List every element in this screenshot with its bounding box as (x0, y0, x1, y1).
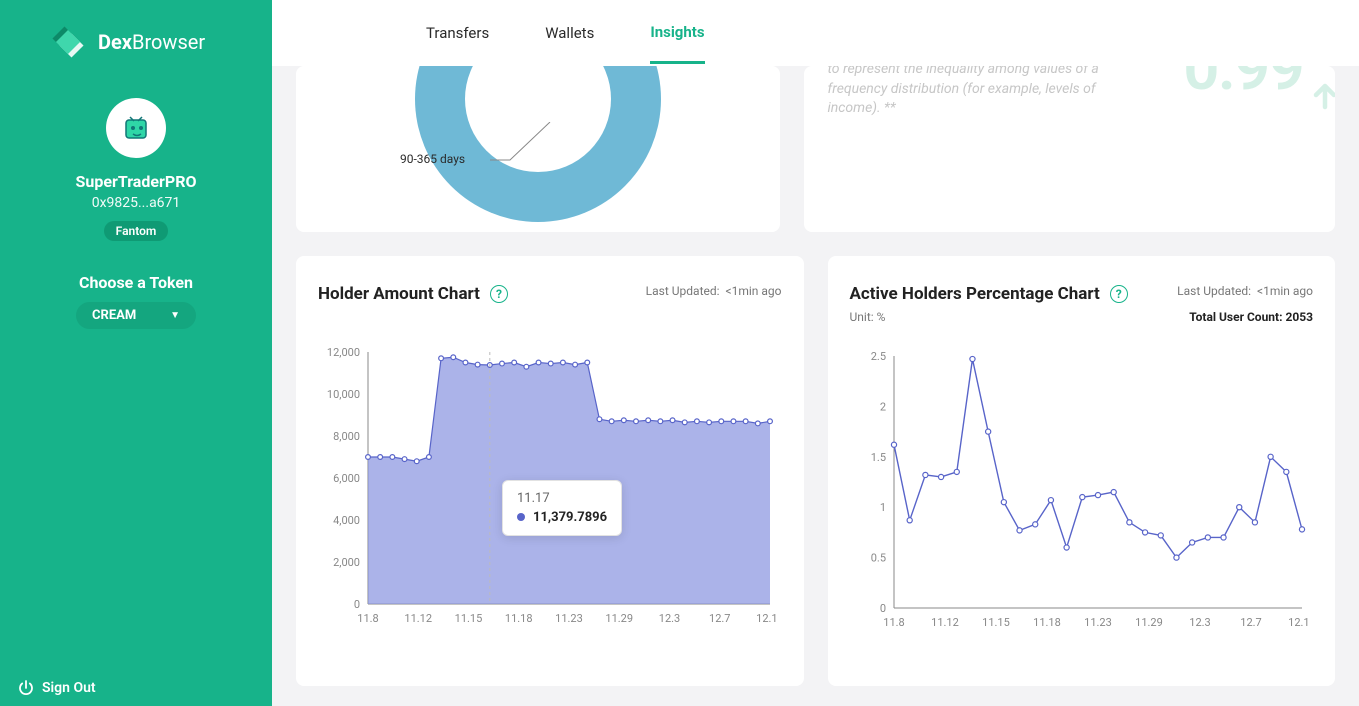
svg-text:11.29: 11.29 (605, 612, 633, 625)
help-icon[interactable]: ? (490, 285, 508, 303)
username: SuperTraderPRO (76, 172, 197, 191)
svg-text:11.18: 11.18 (1033, 616, 1061, 629)
svg-text:12.3: 12.3 (659, 612, 680, 625)
gini-description: to represent the inequality among values… (828, 66, 1128, 119)
svg-text:10,000: 10,000 (327, 388, 360, 401)
svg-text:0: 0 (879, 602, 885, 615)
svg-text:11.29: 11.29 (1135, 616, 1163, 629)
svg-text:12.7: 12.7 (1240, 616, 1261, 629)
wallet-address: 0x9825...a671 (92, 195, 181, 211)
svg-text:11.23: 11.23 (1084, 616, 1112, 629)
chevron-down-icon: ▼ (170, 310, 180, 321)
power-icon (18, 680, 34, 696)
active-chart-title: Active Holders Percentage Chart ? (850, 284, 1128, 304)
svg-text:0.5: 0.5 (870, 552, 885, 565)
svg-text:1: 1 (879, 501, 885, 514)
signout-label: Sign Out (42, 680, 96, 696)
donut-slice-label: 90-365 days (400, 152, 465, 166)
svg-text:11.8: 11.8 (883, 616, 904, 629)
tab-wallets[interactable]: Wallets (545, 4, 594, 62)
token-section: Choose a Token CREAM ▼ (0, 273, 272, 329)
svg-text:11.8: 11.8 (357, 612, 378, 625)
signout-button[interactable]: Sign Out (18, 680, 96, 696)
tooltip-date: 11.17 (517, 491, 607, 506)
svg-text:11.15: 11.15 (455, 612, 483, 625)
donut-leader-line (490, 122, 560, 172)
holder-chart-title: Holder Amount Chart ? (318, 284, 508, 304)
active-chart[interactable]: 0 0.5 1 1.5 2 2.5 11.8 11.12 11.15 11.18 11.23 11.2… (850, 350, 1314, 634)
unit-label: Unit: % (850, 310, 886, 324)
svg-text:11.18: 11.18 (505, 612, 533, 625)
profile-block: SuperTraderPRO 0x9825...a671 Fantom (0, 98, 272, 241)
logo-mark-icon (48, 22, 88, 62)
sidebar: DexBrowser SuperTraderPRO 0x9825...a671 … (0, 0, 272, 706)
top-row: 90-365 days to represent the inequality … (272, 66, 1359, 232)
active-updated: Last Updated: <1min ago (1177, 284, 1313, 298)
holder-chart[interactable]: 0 2,000 4,000 6,000 8,000 10,000 12,000 11.8 11.… (318, 346, 782, 630)
svg-text:12.7: 12.7 (709, 612, 730, 625)
gini-value: 0.99 (1183, 66, 1335, 105)
svg-text:12,000: 12,000 (327, 346, 360, 359)
tooltip-value: 11,379.7896 (533, 510, 607, 525)
donut-card: 90-365 days (296, 66, 780, 232)
token-label: Choose a Token (0, 273, 272, 292)
svg-text:1.5: 1.5 (870, 451, 885, 464)
main: Transfers Wallets Insights 90-365 days t… (272, 0, 1359, 706)
charts-row: Holder Amount Chart ? Last Updated: <1mi… (272, 232, 1359, 706)
svg-text:2.5: 2.5 (870, 350, 885, 363)
svg-text:11.12: 11.12 (404, 612, 432, 625)
gini-card: to represent the inequality among values… (804, 66, 1336, 232)
help-icon[interactable]: ? (1110, 285, 1128, 303)
tooltip-dot-icon (517, 513, 525, 521)
brand-name: DexBrowser (98, 30, 205, 54)
network-badge[interactable]: Fantom (104, 221, 169, 241)
avatar[interactable] (106, 98, 166, 158)
svg-text:4,000: 4,000 (333, 514, 360, 527)
svg-text:0: 0 (354, 598, 360, 611)
tab-insights[interactable]: Insights (650, 3, 704, 64)
svg-text:11.12: 11.12 (931, 616, 959, 629)
token-selected: CREAM (92, 308, 136, 323)
holder-amount-card: Holder Amount Chart ? Last Updated: <1mi… (296, 256, 804, 686)
tabs: Transfers Wallets Insights (272, 0, 1359, 66)
svg-text:2,000: 2,000 (333, 556, 360, 569)
chart-tooltip: 11.17 11,379.7896 (502, 480, 622, 536)
svg-text:2: 2 (879, 400, 885, 413)
svg-text:6,000: 6,000 (333, 472, 360, 485)
active-holders-card: Active Holders Percentage Chart ? Last U… (828, 256, 1336, 686)
token-dropdown[interactable]: CREAM ▼ (76, 302, 196, 329)
brand-logo[interactable]: DexBrowser (0, 0, 272, 62)
svg-text:11.23: 11.23 (555, 612, 583, 625)
svg-text:12.3: 12.3 (1189, 616, 1210, 629)
total-user-count: Total User Count: 2053 (1189, 310, 1313, 324)
svg-text:12.11: 12.11 (1288, 616, 1310, 629)
holder-updated: Last Updated: <1min ago (646, 284, 782, 298)
content: 90-365 days to represent the inequality … (272, 66, 1359, 706)
trend-up-icon (1307, 66, 1335, 82)
tab-transfers[interactable]: Transfers (426, 4, 489, 62)
svg-text:8,000: 8,000 (333, 430, 360, 443)
svg-text:11.15: 11.15 (982, 616, 1010, 629)
svg-text:12.11: 12.11 (756, 612, 778, 625)
